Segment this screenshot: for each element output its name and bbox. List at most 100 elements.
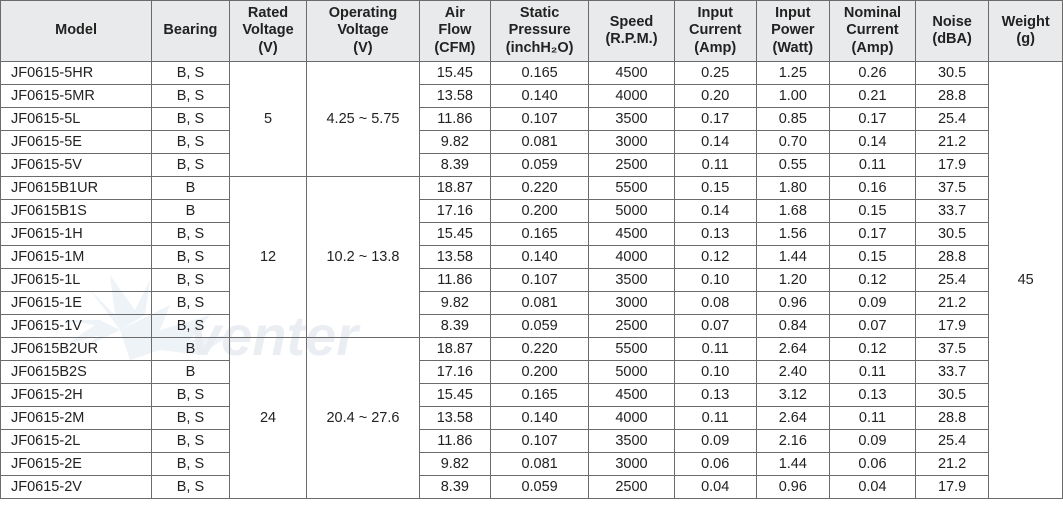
cell-ip: 1.68 — [756, 200, 830, 223]
cell-noise: 30.5 — [915, 384, 989, 407]
cell-noise: 30.5 — [915, 223, 989, 246]
table-row: JF0615-5VB, S8.390.05925000.110.550.1117… — [1, 154, 1063, 177]
cell-ip: 0.96 — [756, 476, 830, 499]
cell-speed: 5500 — [589, 338, 675, 361]
cell-sp: 0.140 — [491, 85, 589, 108]
col-static-pressure: StaticPressure(inchH₂O) — [491, 1, 589, 62]
cell-bearing: B, S — [152, 154, 230, 177]
table-row: JF0615-1LB, S11.860.10735000.101.200.122… — [1, 269, 1063, 292]
cell-rated-voltage: 24 — [229, 338, 307, 499]
cell-bearing: B, S — [152, 476, 230, 499]
cell-ic: 0.13 — [674, 223, 756, 246]
cell-model: JF0615-5V — [1, 154, 152, 177]
cell-airflow: 15.45 — [419, 62, 490, 85]
cell-ip: 0.85 — [756, 108, 830, 131]
cell-nc: 0.16 — [830, 177, 916, 200]
cell-nc: 0.15 — [830, 200, 916, 223]
cell-noise: 17.9 — [915, 476, 989, 499]
header-row: Model Bearing RatedVoltage(V) OperatingV… — [1, 1, 1063, 62]
col-input-current: InputCurrent(Amp) — [674, 1, 756, 62]
cell-bearing: B, S — [152, 108, 230, 131]
cell-ic: 0.13 — [674, 384, 756, 407]
cell-speed: 4500 — [589, 223, 675, 246]
cell-nc: 0.13 — [830, 384, 916, 407]
cell-airflow: 18.87 — [419, 177, 490, 200]
table-row: JF0615-2MB, S13.580.14040000.112.640.112… — [1, 407, 1063, 430]
cell-speed: 4000 — [589, 407, 675, 430]
table-row: JF0615B2SB17.160.20050000.102.400.1133.7 — [1, 361, 1063, 384]
cell-speed: 4500 — [589, 384, 675, 407]
cell-bearing: B — [152, 200, 230, 223]
table-row: JF0615-5MRB, S13.580.14040000.201.000.21… — [1, 85, 1063, 108]
cell-model: JF0615-1V — [1, 315, 152, 338]
cell-noise: 33.7 — [915, 200, 989, 223]
cell-sp: 0.107 — [491, 269, 589, 292]
cell-noise: 37.5 — [915, 177, 989, 200]
cell-noise: 33.7 — [915, 361, 989, 384]
col-nominal-current: NominalCurrent(Amp) — [830, 1, 916, 62]
col-model: Model — [1, 1, 152, 62]
cell-noise: 17.9 — [915, 154, 989, 177]
cell-rated-voltage: 5 — [229, 62, 307, 177]
cell-ip: 1.56 — [756, 223, 830, 246]
cell-noise: 21.2 — [915, 453, 989, 476]
cell-noise: 37.5 — [915, 338, 989, 361]
cell-airflow: 13.58 — [419, 85, 490, 108]
cell-model: JF0615-5L — [1, 108, 152, 131]
cell-nc: 0.04 — [830, 476, 916, 499]
cell-nc: 0.06 — [830, 453, 916, 476]
cell-ip: 0.96 — [756, 292, 830, 315]
cell-ic: 0.25 — [674, 62, 756, 85]
cell-speed: 5000 — [589, 361, 675, 384]
cell-noise: 25.4 — [915, 108, 989, 131]
cell-sp: 0.200 — [491, 200, 589, 223]
cell-nc: 0.09 — [830, 292, 916, 315]
cell-ic: 0.14 — [674, 131, 756, 154]
cell-airflow: 17.16 — [419, 200, 490, 223]
cell-sp: 0.220 — [491, 338, 589, 361]
cell-op-voltage: 20.4 ~ 27.6 — [307, 338, 419, 499]
cell-ic: 0.08 — [674, 292, 756, 315]
col-input-power: InputPower(Watt) — [756, 1, 830, 62]
cell-ic: 0.11 — [674, 338, 756, 361]
cell-nc: 0.11 — [830, 407, 916, 430]
table-row: JF0615-2EB, S9.820.08130000.061.440.0621… — [1, 453, 1063, 476]
cell-sp: 0.059 — [491, 476, 589, 499]
cell-nc: 0.14 — [830, 131, 916, 154]
cell-airflow: 15.45 — [419, 384, 490, 407]
cell-model: JF0615B2UR — [1, 338, 152, 361]
col-speed: Speed(R.P.M.) — [589, 1, 675, 62]
cell-model: JF0615-1E — [1, 292, 152, 315]
cell-noise: 21.2 — [915, 131, 989, 154]
cell-airflow: 8.39 — [419, 315, 490, 338]
cell-ip: 1.00 — [756, 85, 830, 108]
cell-ic: 0.07 — [674, 315, 756, 338]
cell-airflow: 8.39 — [419, 476, 490, 499]
cell-airflow: 15.45 — [419, 223, 490, 246]
cell-airflow: 9.82 — [419, 292, 490, 315]
cell-speed: 4000 — [589, 85, 675, 108]
cell-bearing: B, S — [152, 269, 230, 292]
cell-speed: 3000 — [589, 292, 675, 315]
cell-model: JF0615B2S — [1, 361, 152, 384]
cell-op-voltage: 10.2 ~ 13.8 — [307, 177, 419, 338]
cell-model: JF0615-1L — [1, 269, 152, 292]
cell-ic: 0.12 — [674, 246, 756, 269]
table-row: JF0615-5LB, S11.860.10735000.170.850.172… — [1, 108, 1063, 131]
cell-ic: 0.04 — [674, 476, 756, 499]
cell-ic: 0.09 — [674, 430, 756, 453]
cell-speed: 3000 — [589, 453, 675, 476]
cell-ip: 2.16 — [756, 430, 830, 453]
cell-bearing: B, S — [152, 246, 230, 269]
cell-sp: 0.165 — [491, 384, 589, 407]
cell-bearing: B — [152, 361, 230, 384]
cell-model: JF0615-1H — [1, 223, 152, 246]
cell-ic: 0.20 — [674, 85, 756, 108]
cell-ip: 2.64 — [756, 338, 830, 361]
cell-model: JF0615-5HR — [1, 62, 152, 85]
table-row: JF0615B1URB1210.2 ~ 13.818.870.22055000.… — [1, 177, 1063, 200]
cell-nc: 0.21 — [830, 85, 916, 108]
cell-sp: 0.081 — [491, 453, 589, 476]
cell-nc: 0.17 — [830, 108, 916, 131]
cell-model: JF0615-2L — [1, 430, 152, 453]
